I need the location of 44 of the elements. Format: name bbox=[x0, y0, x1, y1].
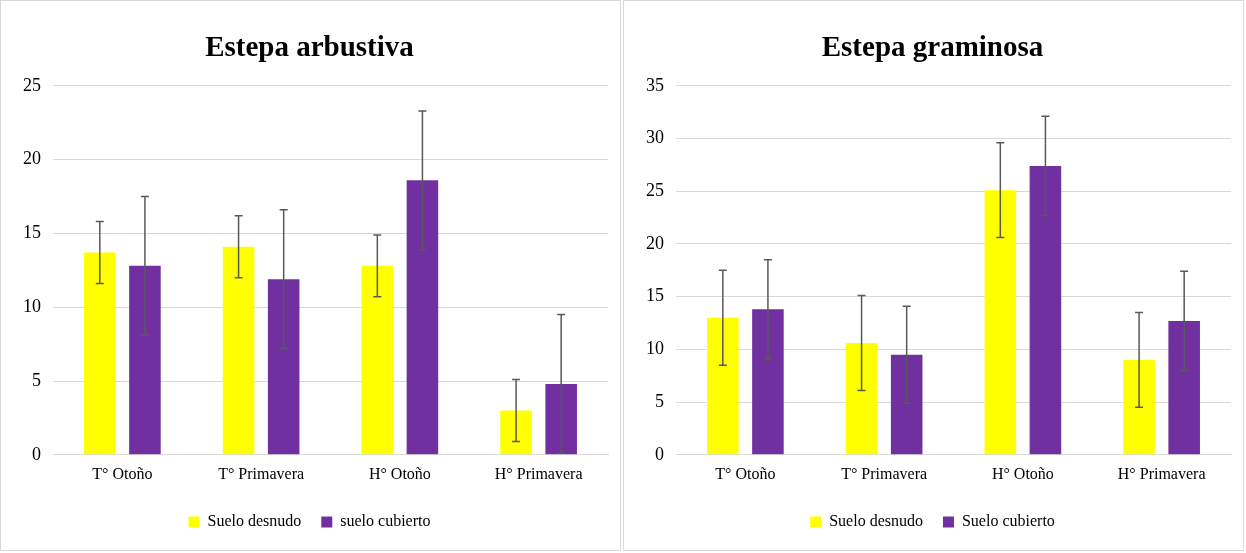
x-tick-label: H° Otoño bbox=[991, 464, 1054, 482]
bar bbox=[1029, 165, 1062, 455]
legend-label: Suelo desnudo bbox=[207, 512, 302, 530]
x-tick-label: T° Primavera bbox=[841, 464, 928, 482]
chart-title: Estepa arbustiva bbox=[205, 29, 415, 62]
y-tick-label: 5 bbox=[32, 369, 41, 390]
y-tick-label: 20 bbox=[23, 148, 41, 169]
chart-title: Estepa graminosa bbox=[821, 29, 1044, 62]
y-tick-label: 20 bbox=[646, 232, 664, 253]
bar bbox=[707, 317, 739, 455]
bar bbox=[845, 343, 878, 455]
y-tick-label: 10 bbox=[646, 338, 664, 359]
bar bbox=[545, 383, 577, 455]
y-tick-label: 30 bbox=[646, 127, 664, 148]
bar bbox=[267, 279, 300, 455]
y-tick-label: 25 bbox=[646, 179, 664, 200]
legend-label: Suelo desnudo bbox=[829, 512, 923, 530]
y-tick-label: 35 bbox=[646, 74, 664, 95]
legend-label: suelo cubierto bbox=[340, 512, 431, 530]
bar bbox=[1123, 359, 1155, 455]
y-tick-label: 25 bbox=[23, 74, 41, 95]
bar bbox=[222, 246, 255, 455]
y-tick-label: 15 bbox=[23, 222, 41, 243]
legend-label: Suelo cubierto bbox=[961, 512, 1055, 530]
bar bbox=[84, 252, 116, 455]
bar bbox=[1168, 320, 1200, 455]
y-tick-label: 5 bbox=[655, 390, 664, 411]
x-tick-label: T° Otoño bbox=[92, 464, 153, 482]
y-tick-label: 0 bbox=[655, 443, 664, 464]
bar bbox=[890, 354, 923, 455]
bar bbox=[984, 190, 1017, 455]
bar bbox=[361, 265, 394, 455]
x-tick-label: H° Primavera bbox=[1117, 464, 1206, 482]
y-tick-label: 0 bbox=[32, 443, 41, 464]
bar bbox=[406, 180, 439, 455]
y-tick-label: 10 bbox=[23, 295, 41, 316]
bar bbox=[129, 265, 161, 455]
x-tick-label: H° Primavera bbox=[494, 464, 583, 482]
x-tick-label: H° Otoño bbox=[368, 464, 431, 482]
bar bbox=[752, 309, 784, 455]
x-tick-label: T° Primavera bbox=[218, 464, 305, 482]
y-tick-label: 15 bbox=[646, 285, 664, 306]
bar bbox=[500, 410, 532, 455]
x-tick-label: T° Otoño bbox=[715, 464, 776, 482]
